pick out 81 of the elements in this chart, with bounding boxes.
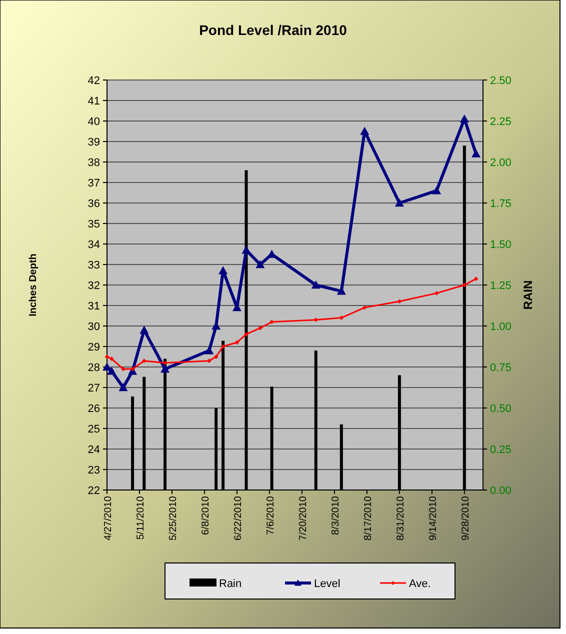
point bbox=[214, 354, 218, 359]
point bbox=[162, 360, 168, 366]
y-tick-label: 23 bbox=[88, 464, 100, 476]
x-tick-label: 6/22/2010 bbox=[232, 496, 244, 540]
y-tick-label: 29 bbox=[88, 342, 100, 354]
x-tick-label: 5/11/2010 bbox=[135, 496, 146, 540]
point bbox=[234, 340, 240, 345]
point bbox=[397, 299, 402, 304]
y-tick-label: 30 bbox=[88, 321, 100, 333]
y2-tick-label: 1.25 bbox=[490, 280, 512, 292]
point bbox=[472, 149, 481, 158]
point bbox=[244, 332, 248, 336]
point bbox=[142, 358, 146, 364]
y-tick-label: 28 bbox=[88, 362, 100, 374]
legend-label: Level bbox=[314, 578, 340, 590]
y-tick-label: 39 bbox=[88, 136, 100, 148]
y-tick-label: 40 bbox=[88, 116, 100, 128]
x-tick-label: 6/8/2010 bbox=[200, 496, 212, 535]
point bbox=[462, 282, 467, 288]
point bbox=[460, 114, 469, 123]
y-tick-label: 26 bbox=[88, 403, 100, 415]
point bbox=[270, 320, 274, 324]
point bbox=[140, 326, 149, 334]
point bbox=[362, 305, 367, 310]
y2-tick-label: 0.00 bbox=[490, 485, 512, 497]
y2-axis-title: RAIN bbox=[521, 280, 535, 310]
point bbox=[432, 186, 442, 194]
y2-tick-label: 1.75 bbox=[490, 198, 512, 210]
point bbox=[360, 126, 370, 135]
point bbox=[474, 276, 478, 282]
point bbox=[118, 383, 128, 392]
y-tick-label: 27 bbox=[88, 382, 100, 394]
y2-tick-label: 1.00 bbox=[490, 321, 512, 333]
y-axis-title: Inches Depth bbox=[28, 254, 39, 316]
y2-tick-label: 2.00 bbox=[490, 157, 512, 169]
point bbox=[107, 366, 116, 375]
y-tick-label: 34 bbox=[88, 239, 100, 251]
point bbox=[339, 316, 344, 320]
y-tick-label: 22 bbox=[88, 485, 100, 497]
point bbox=[204, 346, 214, 354]
point bbox=[434, 291, 439, 296]
y-tick-label: 31 bbox=[88, 300, 100, 312]
y-tick-label: 32 bbox=[88, 280, 100, 292]
point bbox=[109, 356, 114, 361]
point bbox=[206, 358, 212, 364]
x-tick-label: 7/20/2010 bbox=[298, 496, 309, 540]
x-tick-label: 8/31/2010 bbox=[395, 496, 406, 540]
point bbox=[311, 280, 320, 289]
point bbox=[121, 366, 126, 372]
y-tick-label: 33 bbox=[88, 260, 100, 272]
y2-tick-label: 2.50 bbox=[490, 75, 512, 87]
point bbox=[220, 344, 226, 349]
point bbox=[242, 246, 251, 254]
y-tick-label: 25 bbox=[88, 424, 100, 436]
y-tick-label: 35 bbox=[88, 218, 100, 230]
x-tick-label: 9/14/2010 bbox=[428, 496, 439, 540]
legend-label: Rain bbox=[219, 578, 242, 590]
y-tick-label: 36 bbox=[88, 198, 100, 210]
x-tick-label: 8/17/2010 bbox=[362, 496, 374, 540]
x-tick-label: 9/28/2010 bbox=[460, 496, 472, 540]
point bbox=[218, 266, 228, 274]
y-tick-label: 41 bbox=[88, 96, 100, 108]
x-tick-label: 4/27/2010 bbox=[103, 496, 114, 540]
point bbox=[258, 326, 262, 330]
x-tick-label: 8/3/2010 bbox=[330, 496, 342, 535]
chart-title: Pond Level /Rain 2010 bbox=[199, 22, 348, 38]
y-tick-label: 42 bbox=[88, 75, 100, 87]
point bbox=[160, 364, 170, 373]
y-tick-label: 24 bbox=[88, 444, 100, 456]
legend-label: Ave. bbox=[409, 578, 431, 590]
point bbox=[394, 198, 404, 207]
y2-tick-label: 2.25 bbox=[490, 116, 512, 128]
y-tick-label: 37 bbox=[88, 178, 100, 190]
y2-tick-label: 1.50 bbox=[490, 239, 512, 251]
y2-tick-label: 0.25 bbox=[490, 444, 512, 456]
y2-tick-label: 0.50 bbox=[490, 403, 512, 415]
y2-tick-label: 0.75 bbox=[490, 362, 512, 374]
y-tick-label: 38 bbox=[88, 157, 100, 169]
point bbox=[256, 260, 265, 268]
x-tick-label: 7/6/2010 bbox=[265, 496, 276, 535]
x-tick-label: 5/25/2010 bbox=[168, 496, 179, 540]
